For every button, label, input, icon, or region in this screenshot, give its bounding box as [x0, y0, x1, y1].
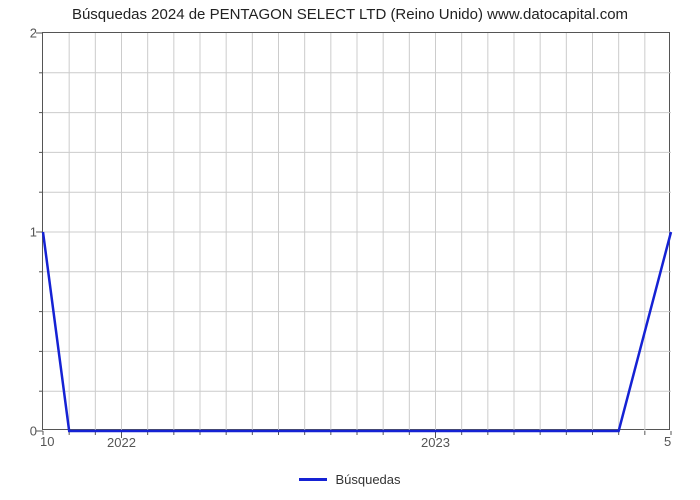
y-tick-label: 1	[30, 225, 43, 240]
chart-title: Búsquedas 2024 de PENTAGON SELECT LTD (R…	[0, 6, 700, 23]
y-tick-label: 2	[30, 26, 43, 41]
legend-label: Búsquedas	[335, 472, 400, 487]
legend: Búsquedas	[0, 472, 700, 487]
corner-label-bottom-left: 10	[40, 434, 54, 449]
x-tick-label: 2022	[107, 429, 136, 450]
legend-swatch	[299, 478, 327, 481]
plot-svg	[43, 33, 671, 431]
plot-area: 01220222023	[42, 32, 670, 430]
corner-label-bottom-right: 5	[664, 434, 671, 449]
x-tick-label: 2023	[421, 429, 450, 450]
chart-container: Búsquedas 2024 de PENTAGON SELECT LTD (R…	[0, 0, 700, 500]
